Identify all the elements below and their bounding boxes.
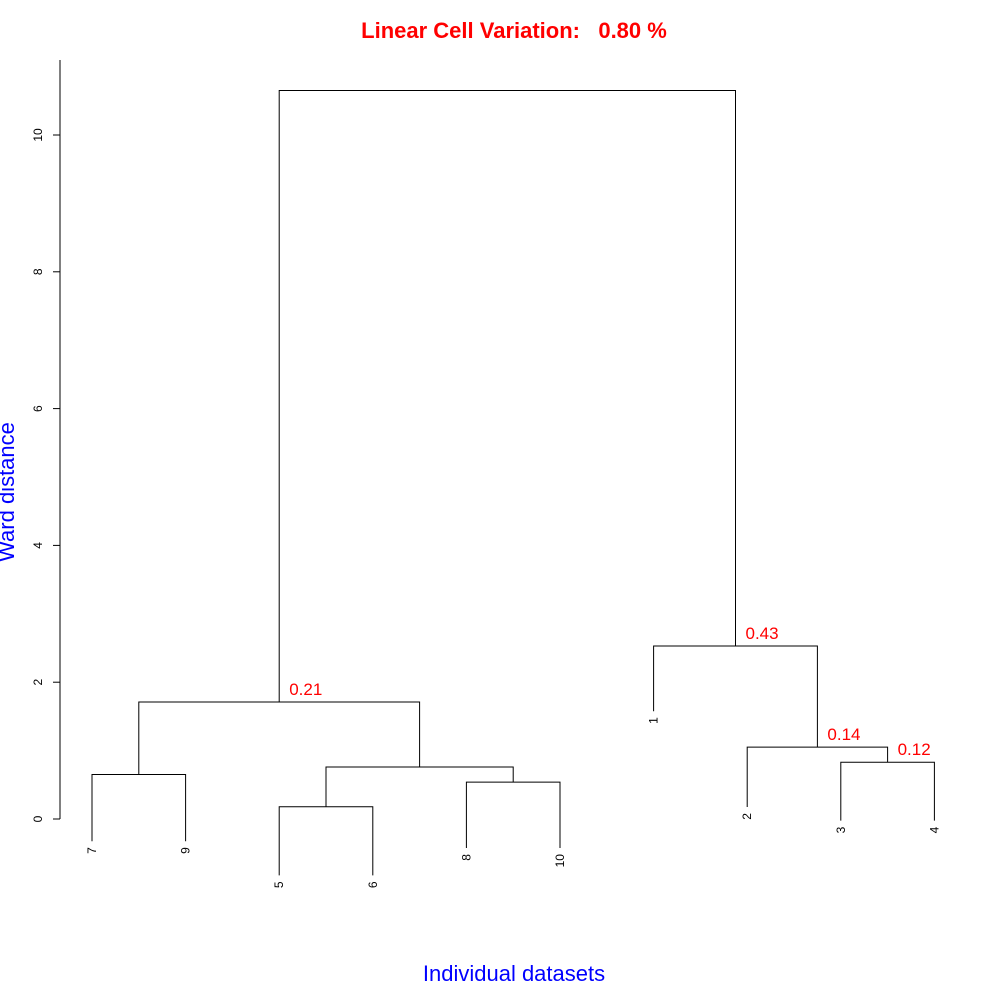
y-tick-label: 2 (31, 679, 45, 686)
leaf-label: 9 (179, 847, 193, 854)
merge-branch-a (91, 774, 187, 842)
leaf-label: 7 (85, 847, 99, 854)
chart-title: Linear Cell Variation: 0.80 % (361, 18, 667, 43)
merge-branch-b (278, 806, 374, 876)
merge-branch-d (325, 766, 514, 807)
y-tick-label: 10 (31, 128, 45, 142)
merge-branch-e (138, 701, 421, 775)
merge-height-label: 0.12 (898, 740, 931, 759)
y-axis-title: Ward distance (0, 422, 19, 562)
merge-height-labels: 0.21 0.12 0.14 0.43 (289, 624, 930, 759)
merge-branch-c (465, 781, 561, 849)
merge-height-label: 0.21 (289, 680, 322, 699)
merge-branch-f (840, 761, 935, 821)
y-tick-label: 0 (31, 815, 45, 822)
leaf-label: 3 (834, 826, 848, 833)
leaf-label: 4 (927, 826, 941, 833)
y-tick-label: 8 (31, 268, 45, 275)
y-tick-label: 6 (31, 405, 45, 412)
merge-branch-g (746, 746, 889, 807)
merge-height-label: 0.43 (746, 624, 779, 643)
leaf-label: 8 (459, 854, 473, 861)
merge-branch-h (653, 645, 818, 748)
leaf-label: 6 (366, 881, 380, 888)
y-axis: 0 2 4 6 8 10 (31, 60, 61, 822)
merge-height-label: 0.14 (827, 725, 860, 744)
dendrogram-tree (91, 90, 935, 876)
x-axis-title: Individual datasets (423, 961, 605, 986)
leaf-label: 1 (647, 717, 661, 724)
merge-branch-root (278, 90, 736, 703)
leaf-label: 10 (553, 854, 567, 868)
leaf-label: 5 (272, 881, 286, 888)
y-tick-label: 4 (31, 542, 45, 549)
leaf-label: 2 (740, 813, 754, 820)
